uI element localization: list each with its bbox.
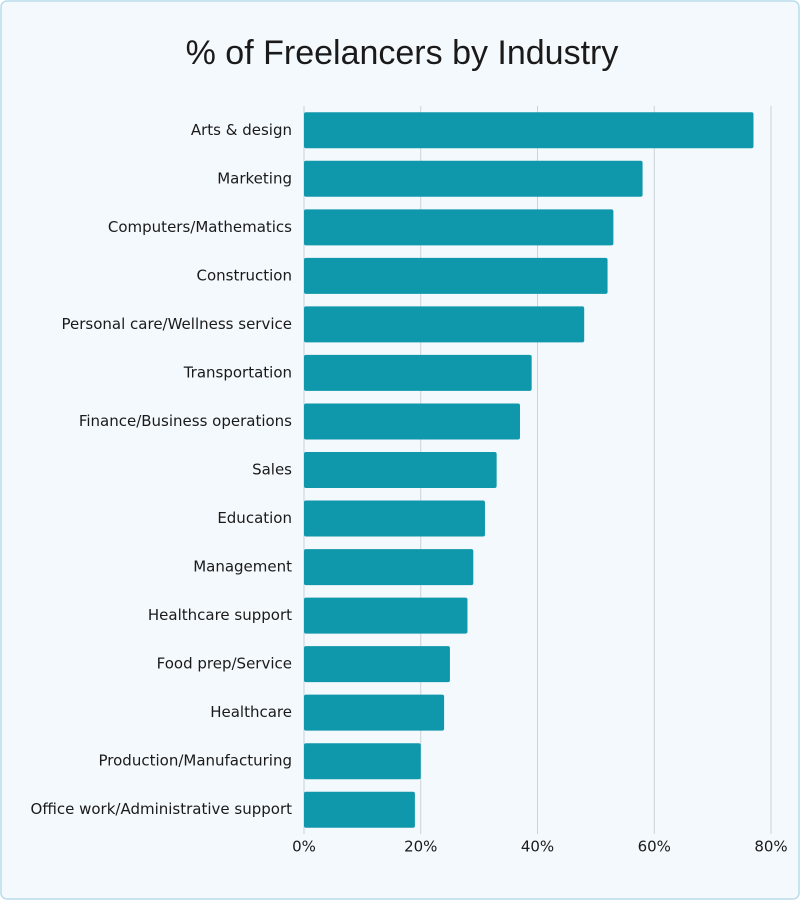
x-tick-label: 80% [754, 838, 787, 856]
bar [304, 791, 415, 828]
bar [304, 160, 643, 197]
y-tick-label: Production/Manufacturing [99, 752, 292, 770]
y-tick-label: Food prep/Service [157, 655, 292, 673]
chart-title: % of Freelancers by Industry [186, 34, 619, 72]
x-tick-label: 0% [292, 838, 316, 856]
y-tick-label: Management [193, 558, 292, 576]
bar [304, 743, 421, 780]
bar [304, 694, 445, 731]
bar [304, 306, 585, 343]
y-tick-label: Education [217, 509, 292, 527]
bar [304, 500, 485, 537]
bar [304, 646, 450, 683]
y-tick-label: Healthcare [210, 703, 292, 721]
x-tick-label: 40% [521, 838, 554, 856]
bar [304, 452, 497, 488]
y-tick-label: Construction [196, 266, 292, 284]
y-tick-label: Sales [252, 461, 292, 479]
y-tick-label: Marketing [217, 169, 292, 187]
bar [304, 597, 468, 634]
x-tick-label: 20% [404, 838, 437, 856]
y-tick-label: Healthcare support [148, 606, 292, 624]
x-tick-label: 60% [638, 838, 671, 856]
bar [304, 354, 532, 391]
bar [304, 403, 520, 440]
bar [304, 112, 754, 149]
y-tick-label: Finance/Business operations [79, 412, 292, 430]
bar [304, 209, 614, 246]
bar [304, 549, 474, 586]
y-tick-label: Office work/Administrative support [31, 800, 293, 818]
y-tick-label: Computers/Mathematics [108, 218, 292, 236]
bar [304, 257, 608, 294]
y-tick-label: Transportation [183, 363, 292, 381]
y-tick-label: Arts & design [191, 121, 292, 139]
y-tick-label: Personal care/Wellness service [62, 315, 292, 333]
